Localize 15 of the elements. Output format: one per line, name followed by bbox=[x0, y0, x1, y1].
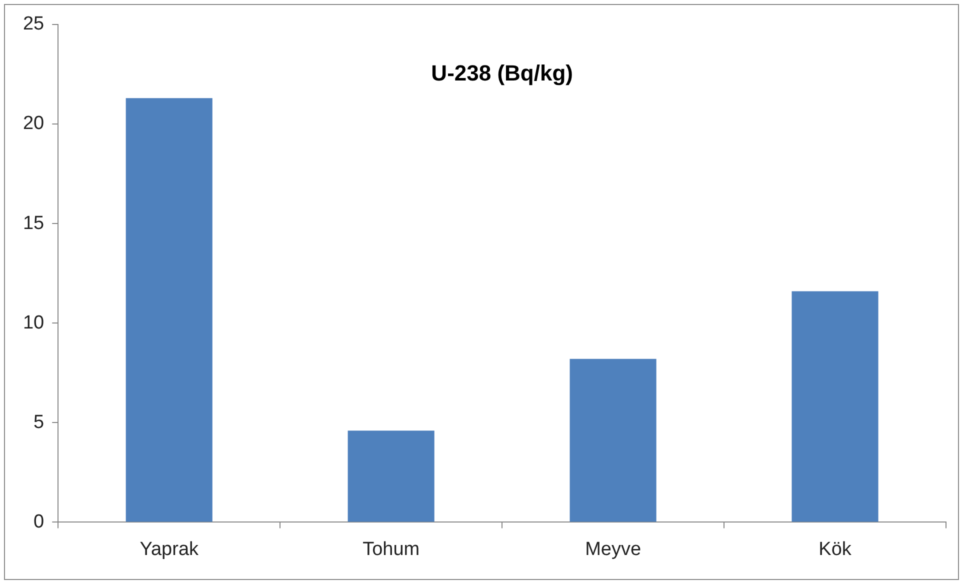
y-tick-label: 25 bbox=[22, 14, 44, 35]
y-tick-label: 0 bbox=[34, 511, 44, 532]
y-tick-label: 10 bbox=[22, 312, 44, 334]
bar bbox=[126, 98, 212, 522]
y-tick-label: 5 bbox=[34, 412, 44, 433]
bar bbox=[348, 430, 434, 522]
bar bbox=[570, 358, 656, 522]
bar bbox=[792, 291, 878, 522]
y-tick-label: 20 bbox=[22, 113, 44, 134]
x-tick-label: Meyve bbox=[585, 538, 642, 560]
x-tick-label: Kök bbox=[818, 538, 852, 560]
x-tick-label: Yaprak bbox=[140, 538, 200, 560]
x-tick-label: Tohum bbox=[362, 538, 420, 560]
text: U-238 (Bq/kg) bbox=[431, 60, 573, 86]
y-tick-label: 15 bbox=[22, 212, 44, 234]
